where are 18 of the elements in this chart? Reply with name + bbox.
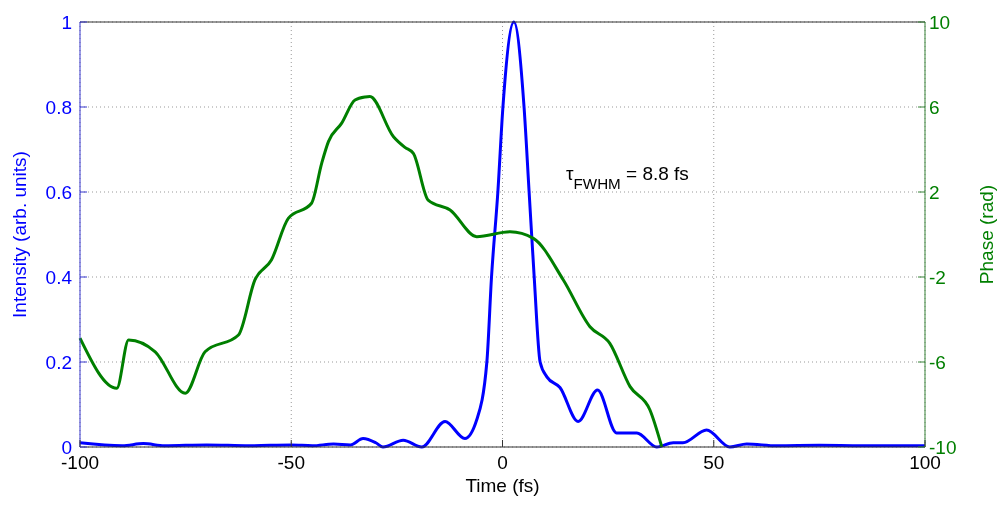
y-tick-label: 0.8 bbox=[45, 97, 72, 118]
y2-tick-label: -6 bbox=[929, 352, 946, 373]
y2-axis-title: Phase (rad) bbox=[976, 184, 997, 285]
x-tick-label: 50 bbox=[703, 452, 725, 473]
y2-tick-label: 10 bbox=[929, 12, 951, 33]
x-tick-label: -50 bbox=[277, 452, 305, 473]
line-series bbox=[78, 20, 927, 449]
y2-tick-label: -2 bbox=[929, 267, 946, 288]
x-tick-label: 0 bbox=[497, 452, 508, 473]
x-axis-title: Time (fs) bbox=[465, 475, 540, 496]
y2-tick-label: 6 bbox=[929, 97, 940, 118]
y-tick-label: 0.2 bbox=[45, 352, 72, 373]
y-tick-label: 1 bbox=[61, 12, 72, 33]
y-axis-title: Intensity (arb. units) bbox=[9, 151, 30, 318]
y-tick-label: 0.4 bbox=[45, 267, 73, 288]
y2-tick-label: 2 bbox=[929, 182, 940, 203]
y-tick-label: 0.6 bbox=[45, 182, 72, 203]
annotation: τ$_{FWHM}$ = 8.8 fs bbox=[566, 163, 689, 192]
